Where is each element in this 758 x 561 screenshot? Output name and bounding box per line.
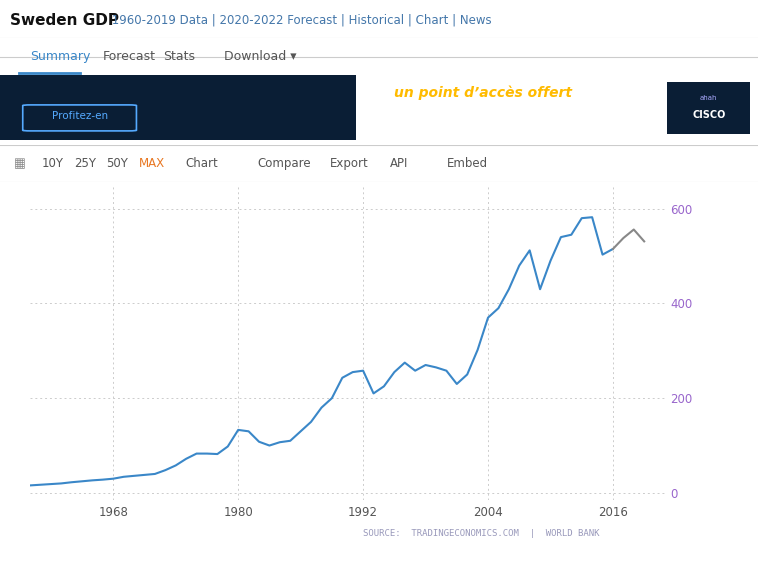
Text: Boostez votre entreprise: Boostez votre entreprise [394,113,548,126]
Text: Export: Export [330,157,368,170]
Text: 10Y: 10Y [42,157,64,170]
Text: Summary: Summary [30,50,91,63]
Text: MAX: MAX [139,157,164,170]
Text: Sweden GDP: Sweden GDP [10,13,119,28]
Text: ahah: ahah [700,95,718,101]
Text: Profitez-en: Profitez-en [52,111,108,121]
Text: 50Y: 50Y [106,157,128,170]
Text: Forecast: Forecast [102,50,155,63]
Text: Download ▾: Download ▾ [224,50,296,63]
Text: ▦: ▦ [14,157,26,170]
Text: Embed: Embed [447,157,488,170]
Text: Chart: Chart [186,157,218,170]
Text: Stats: Stats [163,50,195,63]
Text: 1960-2019 Data | 2020-2022 Forecast | Historical | Chart | News: 1960-2019 Data | 2020-2022 Forecast | Hi… [108,14,492,27]
Bar [667,81,750,134]
Text: Compare: Compare [258,157,312,170]
Bar [0,75,356,140]
Text: API: API [390,157,409,170]
Text: CISCO: CISCO [692,111,725,120]
Text: SOURCE:  TRADINGECONOMICS.COM  |  WORLD BANK: SOURCE: TRADINGECONOMICS.COM | WORLD BAN… [363,528,600,537]
Text: 25Y: 25Y [74,157,96,170]
Text: un point d’accès offert: un point d’accès offert [394,86,572,100]
